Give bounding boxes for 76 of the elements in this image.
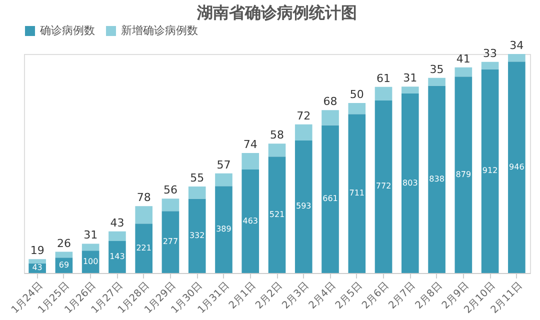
bar (108, 241, 126, 273)
data-label: 33 (483, 46, 498, 60)
bar (188, 198, 206, 273)
data-label: 74 (243, 138, 258, 151)
data-label: 35 (430, 62, 444, 76)
bar (402, 86, 419, 94)
bar (508, 54, 526, 62)
bar (402, 94, 419, 273)
data-label: 78 (136, 191, 151, 204)
data-label: 69 (58, 260, 70, 270)
data-label: 332 (189, 230, 205, 240)
bar (55, 252, 73, 258)
data-label: 58 (270, 128, 284, 142)
data-label: 31 (403, 72, 418, 85)
bar (348, 114, 366, 273)
bar (162, 198, 180, 212)
bar (135, 206, 152, 224)
legend-label: 确诊病例数 (39, 24, 95, 37)
data-label: 772 (376, 182, 392, 191)
bar (268, 144, 286, 157)
data-label: 711 (349, 188, 365, 198)
bar (82, 244, 100, 251)
data-label: 56 (163, 184, 178, 197)
bar (481, 62, 499, 70)
data-label: 389 (216, 224, 232, 234)
bar (268, 156, 286, 273)
bar (322, 125, 339, 273)
legend-label: 新增确诊病例数 (121, 24, 198, 37)
bar (242, 170, 260, 273)
data-label: 661 (322, 194, 338, 204)
data-label: 41 (456, 52, 470, 66)
data-label: 43 (32, 263, 42, 272)
bar (215, 186, 232, 273)
data-label: 61 (376, 72, 391, 85)
data-label: 912 (482, 166, 498, 176)
bar (162, 211, 180, 273)
bar (322, 110, 339, 126)
data-label: 946 (509, 162, 524, 172)
data-label: 838 (429, 174, 444, 184)
data-label: 19 (30, 244, 44, 258)
data-label: 72 (296, 109, 311, 122)
data-label: 143 (110, 252, 125, 262)
data-label: 463 (242, 216, 258, 226)
bar (294, 124, 312, 140)
data-label: 100 (82, 256, 98, 266)
data-label: 34 (510, 39, 524, 52)
data-label: 43 (110, 216, 124, 230)
data-label: 31 (84, 228, 98, 242)
data-label: 68 (323, 95, 338, 108)
bar (481, 69, 499, 273)
chart-title: 湖南省确诊病例统计图 (196, 3, 357, 22)
bar (108, 231, 126, 242)
data-label: 26 (56, 236, 71, 250)
data-label: 50 (350, 88, 364, 101)
bar (428, 86, 446, 273)
data-label: 57 (216, 158, 231, 172)
bar (215, 173, 232, 186)
bar (348, 102, 366, 114)
bar (374, 86, 392, 100)
data-label: 803 (402, 178, 418, 188)
bar (454, 67, 472, 77)
bar (454, 76, 472, 273)
bar (294, 140, 312, 273)
bar (428, 78, 446, 86)
bar (135, 224, 152, 273)
bar (242, 152, 260, 170)
data-label: 593 (296, 202, 312, 211)
data-label: 879 (456, 170, 472, 179)
bar (508, 62, 526, 273)
bar (28, 259, 46, 264)
data-label: 55 (190, 172, 204, 185)
data-label: 521 (269, 210, 285, 219)
data-label: 277 (162, 237, 178, 246)
data-label: 221 (136, 243, 152, 252)
bar (188, 186, 206, 199)
bar (374, 100, 392, 273)
